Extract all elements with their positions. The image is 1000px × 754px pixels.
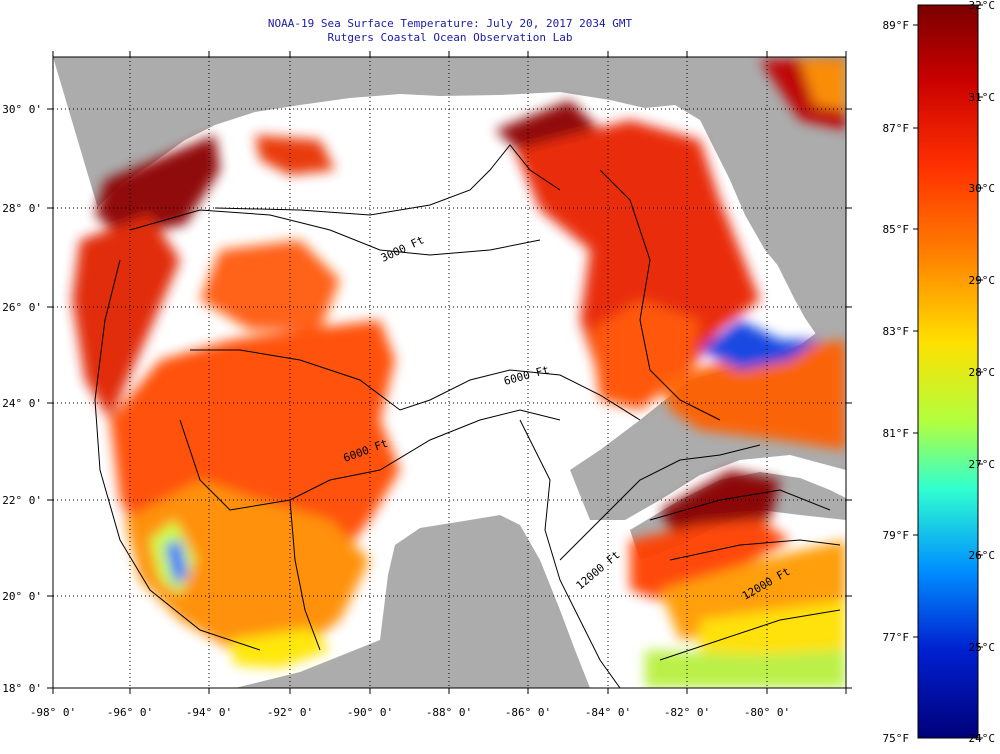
lon-label: -96° 0' (107, 706, 153, 719)
lon-label: -94° 0' (186, 706, 232, 719)
c-label: 24°C (969, 732, 996, 745)
contour-line (669, 539, 841, 561)
contour-line (659, 609, 841, 661)
map-area: 3000 Ft 6000 Ft 6000 Ft 12000 Ft 12000 F… (53, 57, 846, 688)
florida-land (735, 57, 846, 345)
lon-label: -82° 0' (664, 706, 710, 719)
c-label: 28°C (969, 366, 996, 379)
contour-line (519, 419, 621, 688)
f-label: 83°F (883, 325, 910, 338)
contour-line (214, 144, 561, 216)
lon-label: -84° 0' (585, 706, 631, 719)
axis-ticks (47, 51, 852, 694)
lat-label: 28° 0' (2, 202, 42, 215)
lat-label: 26° 0' (2, 301, 42, 314)
colorbar: 89°F 87°F 85°F 83°F 81°F 79°F 77°F 75°F … (883, 0, 996, 745)
celsius-labels: 32°C 31°C 30°C 29°C 28°C 27°C 26°C 25°C … (969, 0, 996, 745)
c-label: 29°C (969, 274, 996, 287)
lon-label: -90° 0' (347, 706, 393, 719)
sst-patches (72, 57, 846, 688)
f-label: 79°F (883, 529, 910, 542)
latitude-labels: 30° 0' 28° 0' 26° 0' 24° 0' 22° 0' 20° 0… (2, 103, 42, 695)
longitude-labels: -98° 0' -96° 0' -94° 0' -92° 0' -90° 0' … (30, 706, 790, 719)
lat-label: 20° 0' (2, 590, 42, 603)
lat-label: 24° 0' (2, 397, 42, 410)
c-label: 25°C (969, 641, 996, 654)
lon-label: -92° 0' (267, 706, 313, 719)
contour-line (559, 444, 761, 561)
chart-title: NOAA-19 Sea Surface Temperature: July 20… (267, 17, 633, 30)
f-label: 87°F (883, 122, 910, 135)
c-label: 26°C (969, 549, 996, 562)
fahrenheit-labels: 89°F 87°F 85°F 83°F 81°F 79°F 77°F 75°F (883, 19, 910, 745)
c-label: 32°C (969, 0, 996, 12)
lat-label: 18° 0' (2, 682, 42, 695)
f-label: 85°F (883, 223, 910, 236)
contour-line (94, 259, 261, 651)
lat-label: 30° 0' (2, 103, 42, 116)
f-label: 77°F (883, 631, 910, 644)
lat-label: 22° 0' (2, 494, 42, 507)
c-label: 31°C (969, 91, 996, 104)
c-label: 27°C (969, 458, 996, 471)
contour-line (129, 209, 541, 256)
lon-label: -80° 0' (744, 706, 790, 719)
lon-label: -86° 0' (505, 706, 551, 719)
f-label: 75°F (883, 732, 910, 745)
bathymetry-contours (94, 144, 841, 688)
contour-line (289, 499, 321, 651)
f-label: 81°F (883, 427, 910, 440)
contour-line (190, 349, 641, 421)
lon-label: -98° 0' (30, 706, 76, 719)
contour-line (179, 409, 561, 511)
f-label: 89°F (883, 19, 910, 32)
lon-label: -88° 0' (426, 706, 472, 719)
contour-line (599, 169, 721, 421)
chart-subtitle: Rutgers Coastal Ocean Observation Lab (327, 31, 573, 44)
lat-lon-grid (53, 57, 846, 688)
colorbar-scale (917, 4, 979, 739)
c-label: 30°C (969, 182, 996, 195)
